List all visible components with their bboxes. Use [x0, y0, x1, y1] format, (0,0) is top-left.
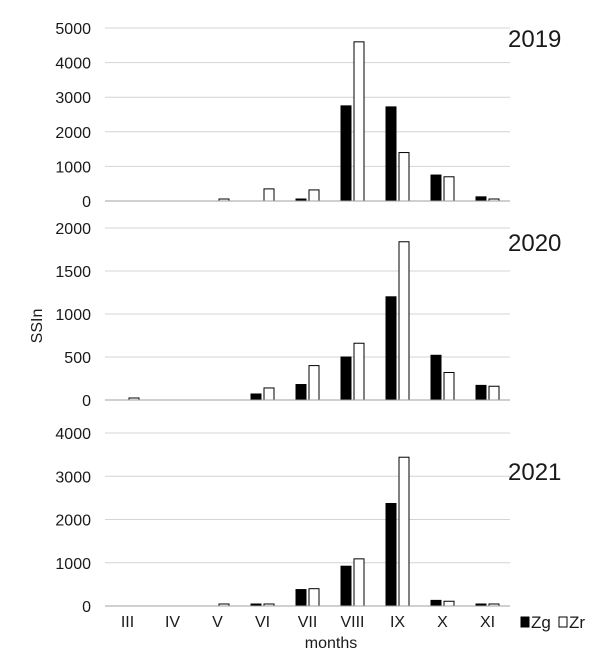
x-tick-label-IX: IX	[390, 614, 405, 631]
x-tick-label-X: X	[437, 614, 448, 631]
labels: 0 1000 2000 3000 4000 5000 2019 0 500 1000 1500 200…	[55, 21, 561, 631]
bar-p3-zg-X	[430, 599, 442, 607]
bars	[128, 41, 500, 607]
bar-p1-zr-VII	[308, 189, 320, 202]
gridlines	[105, 27, 510, 564]
y-tick-label-p1-1: 1000	[55, 159, 91, 176]
bar-p1-zg-IX	[385, 106, 397, 202]
x-axis-label: months	[305, 635, 357, 651]
bar-p2-zr-VIII	[353, 342, 365, 401]
bar-p2-zg-VII	[295, 384, 307, 401]
legend-label-zg: Zg	[531, 613, 551, 632]
y-tick-label-p3-2: 2000	[55, 513, 91, 530]
bar-p2-zg-IX	[385, 296, 397, 401]
bar-p1-zr-VIII	[353, 41, 365, 202]
legend-swatch-zr	[558, 616, 568, 628]
bar-p1-zg-VIII	[340, 105, 352, 202]
bar-p2-zg-XI	[475, 384, 487, 401]
bar-p3-zr-IX	[398, 456, 410, 607]
bar-p2-zr-VII	[308, 365, 320, 401]
bar-p1-zg-XI	[475, 196, 487, 202]
x-tick-label-VII: VII	[298, 614, 318, 631]
bar-p1-zr-VI	[263, 188, 275, 202]
bar-p2-zr-XI	[488, 385, 500, 401]
y-tick-label-p2-4: 2000	[55, 221, 91, 238]
bar-p3-zg-IX	[385, 502, 397, 607]
bar-p2-zg-X	[430, 354, 442, 401]
bar-p1-zr-IX	[398, 152, 410, 202]
panel-title-2020: 2020	[508, 230, 561, 257]
y-tick-label-p1-3: 3000	[55, 90, 91, 107]
bar-p2-zr-IX	[398, 241, 410, 401]
y-tick-label-p2-3: 1500	[55, 264, 91, 281]
y-tick-label-p3-1: 1000	[55, 556, 91, 573]
x-tick-label-III: III	[121, 614, 134, 631]
y-tick-label-p2-1: 500	[64, 350, 91, 367]
y-tick-label-p3-0: 0	[82, 599, 91, 616]
y-tick-label-p3-4: 4000	[55, 426, 91, 443]
x-tick-label-VIII: VIII	[340, 614, 364, 631]
panel-title-2021: 2021	[508, 459, 561, 486]
y-tick-label-p2-0: 0	[82, 393, 91, 410]
legend-swatch-zg	[520, 616, 530, 628]
y-tick-label-p1-4: 4000	[55, 56, 91, 73]
y-tick-label-p1-2: 2000	[55, 125, 91, 142]
x-tick-label-V: V	[212, 614, 223, 631]
legend: Zg Zr	[520, 613, 585, 632]
bar-p2-zr-VI	[263, 387, 275, 401]
y-tick-label-p2-2: 1000	[55, 307, 91, 324]
legend-label-zr: Zr	[569, 613, 585, 632]
bar-p1-zr-X	[443, 176, 455, 202]
bar-p3-zr-X	[443, 600, 455, 607]
y-tick-label-p1-5: 5000	[55, 21, 91, 38]
y-tick-label-p3-3: 3000	[55, 469, 91, 486]
panel-title-2019: 2019	[508, 26, 561, 53]
y-axis-label: SSIn	[29, 309, 46, 344]
bar-p1-zg-X	[430, 174, 442, 202]
bar-p2-zg-VI	[250, 393, 262, 401]
bar-p3-zr-VII	[308, 588, 320, 607]
bar-p3-zg-VII	[295, 589, 307, 607]
x-tick-label-IV: IV	[165, 614, 180, 631]
bar-p3-zr-VIII	[353, 558, 365, 607]
bar-p3-zg-VIII	[340, 565, 352, 607]
x-tick-label-XI: XI	[480, 614, 495, 631]
bar-p2-zg-VIII	[340, 356, 352, 401]
x-tick-label-VI: VI	[255, 614, 270, 631]
bar-p2-zr-X	[443, 371, 455, 401]
y-tick-label-p1-0: 0	[82, 194, 91, 211]
axes	[105, 200, 510, 607]
